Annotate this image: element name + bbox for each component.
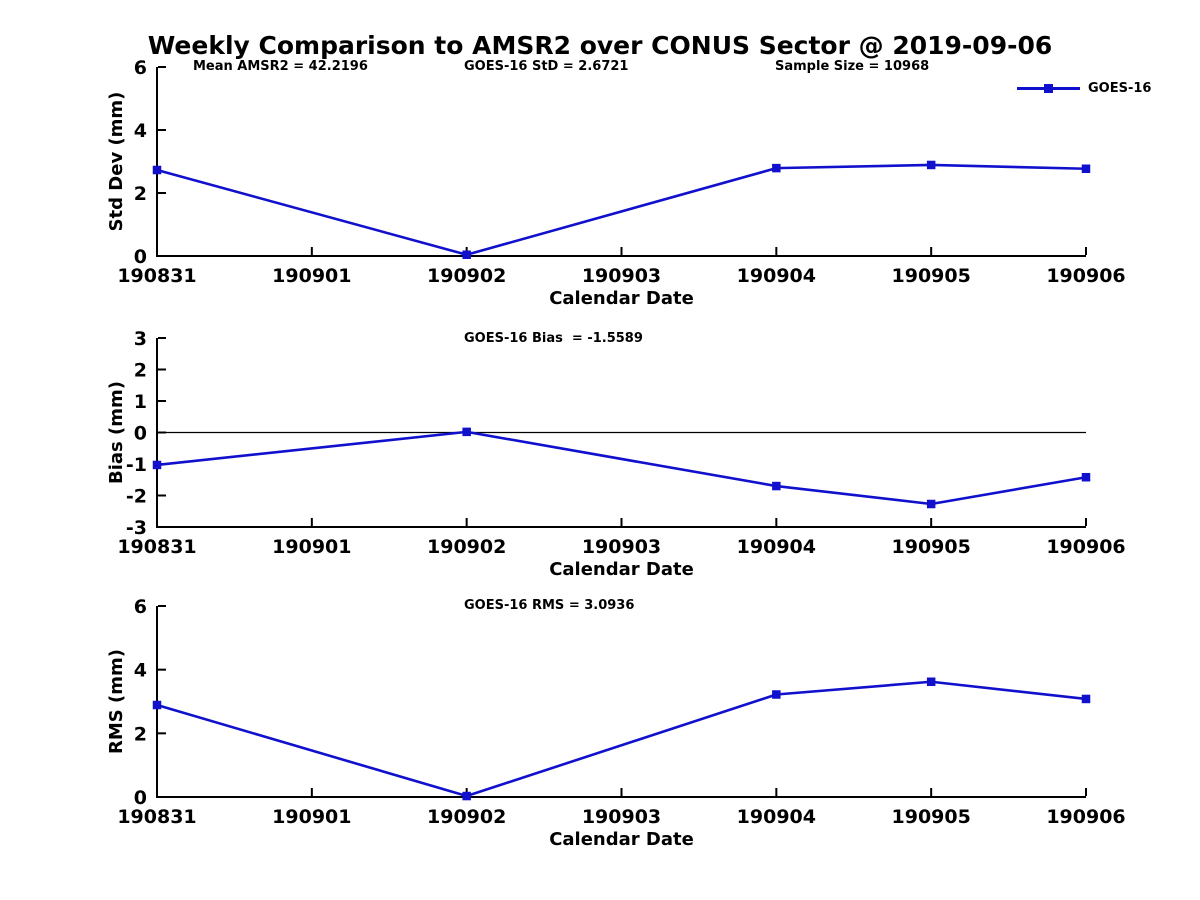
- legend-marker-icon: [1044, 84, 1053, 93]
- x-tick-label: 190905: [892, 806, 971, 828]
- x-tick-label: 190904: [737, 265, 816, 287]
- data-point-marker: [926, 499, 936, 509]
- subplot-1: 0 2 4 6 190831 190901 190902 190903 190904 190905…: [106, 57, 1126, 309]
- data-point-marker: [1081, 694, 1091, 704]
- y-axis-title: Bias (mm): [106, 381, 127, 484]
- data-point-marker: [462, 250, 471, 259]
- data-point-marker: [926, 677, 936, 687]
- data-point-marker: [152, 165, 162, 175]
- y-tick-label: 4: [134, 120, 147, 142]
- y-tick-label: 0: [134, 423, 147, 445]
- x-tick-label: 190831: [117, 265, 196, 287]
- x-tick-label: 190903: [582, 265, 661, 287]
- y-tick-label: 0: [134, 246, 147, 268]
- stat-mean-amsr2: Mean AMSR2 = 42.2196: [193, 59, 368, 74]
- x-tick-label: 190906: [1046, 806, 1125, 828]
- y-tick-label: 4: [134, 660, 147, 682]
- x-tick-label: 190901: [272, 536, 351, 558]
- data-point-marker: [152, 700, 162, 710]
- x-axis-title: Calendar Date: [549, 288, 694, 309]
- data-point-marker: [152, 460, 162, 470]
- x-tick-label: 190906: [1046, 265, 1125, 287]
- x-tick-label: 190831: [117, 806, 196, 828]
- x-tick-label: 190831: [117, 536, 196, 558]
- y-tick-label: -3: [126, 517, 147, 539]
- y-tick-label: 6: [134, 57, 147, 79]
- x-tick-label: 190903: [582, 536, 661, 558]
- x-tick-label: 190906: [1046, 536, 1125, 558]
- x-tick-label: 190904: [737, 806, 816, 828]
- x-tick-label: 190901: [272, 806, 351, 828]
- series-line: [155, 163, 1088, 257]
- subplot-2: -3 -2 -1 0 1 2 3 190831 190901 190902 190903 190904…: [106, 328, 1126, 580]
- series-line: [155, 430, 1088, 506]
- data-point-marker: [1081, 472, 1091, 482]
- x-tick-label: 190901: [272, 265, 351, 287]
- data-point-marker: [772, 481, 781, 491]
- x-axis-title: Calendar Date: [549, 559, 694, 580]
- data-point-marker: [462, 427, 471, 437]
- x-tick-label: 190904: [737, 536, 816, 558]
- data-point-marker: [772, 690, 781, 699]
- legend-line-icon: [1053, 87, 1080, 90]
- data-point-marker: [1081, 164, 1091, 173]
- x-tick-label: 190905: [892, 536, 971, 558]
- data-point-marker: [926, 160, 936, 170]
- data-point-marker: [462, 791, 471, 801]
- y-tick-label: -2: [126, 486, 147, 508]
- x-tick-label: 190902: [427, 536, 506, 558]
- y-tick-label: 1: [134, 391, 147, 413]
- legend-label: GOES-16: [1088, 81, 1152, 96]
- legend: GOES-16: [1017, 82, 1151, 95]
- data-point-marker: [772, 163, 781, 173]
- subplot-3: 0 2 4 6 190831 190901 190902 190903 190904 190905…: [106, 596, 1126, 850]
- x-tick-label: 190905: [892, 265, 971, 287]
- x-axis-title: Calendar Date: [549, 829, 694, 850]
- y-tick-label: 2: [134, 360, 147, 382]
- stat-goes16-std: GOES-16 StD = 2.6721: [464, 59, 629, 74]
- bias-annotation: GOES-16 Bias = -1.5589: [464, 331, 643, 346]
- y-tick-label: 0: [134, 787, 147, 809]
- y-axis-title: Std Dev (mm): [106, 92, 127, 232]
- y-tick-label: 2: [134, 723, 147, 745]
- x-tick-label: 190902: [427, 806, 506, 828]
- y-tick-label: 6: [134, 596, 147, 618]
- stat-sample-size: Sample Size = 10968: [775, 59, 930, 74]
- x-tick-label: 190903: [582, 806, 661, 828]
- y-axis-title: RMS (mm): [106, 649, 127, 754]
- rms-annotation: GOES-16 RMS = 3.0936: [464, 598, 635, 613]
- legend-line-icon: [1017, 87, 1044, 90]
- series-line: [155, 680, 1088, 798]
- y-tick-label: -1: [126, 454, 147, 476]
- y-tick-label: 2: [134, 183, 147, 205]
- y-tick-label: 3: [134, 328, 147, 350]
- page-title: Weekly Comparison to AMSR2 over CONUS Se…: [147, 31, 1053, 60]
- x-tick-label: 190902: [427, 265, 506, 287]
